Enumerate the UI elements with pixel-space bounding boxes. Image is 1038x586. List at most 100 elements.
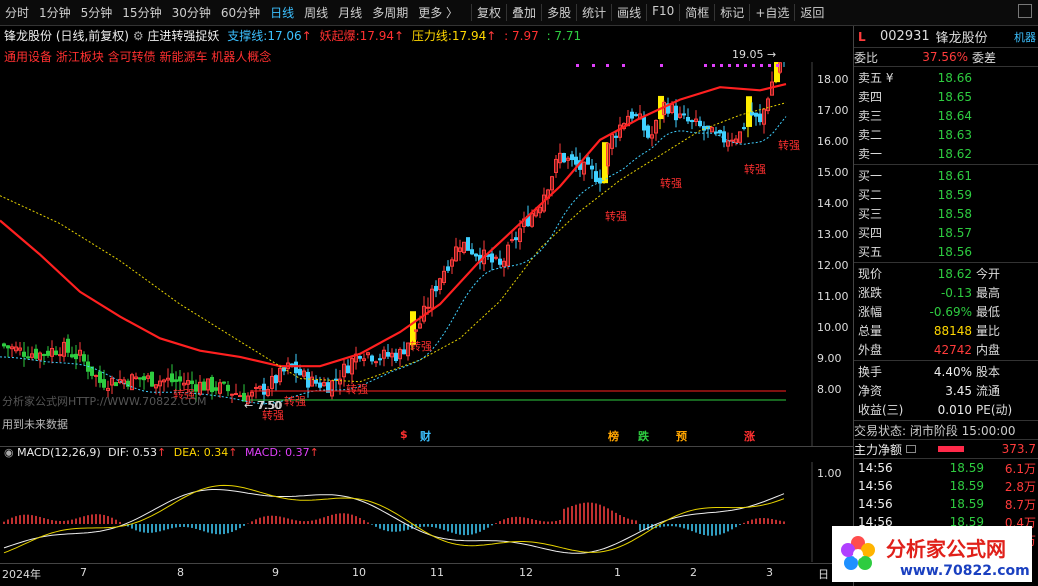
candle-body (418, 323, 422, 329)
candle-body (226, 384, 230, 392)
market-flag: L (858, 29, 866, 44)
candle-body (710, 127, 714, 133)
candle-body (730, 139, 734, 142)
ask-row[interactable]: 卖一 18.62 (858, 146, 972, 162)
corner-tag[interactable]: 机器 (1014, 30, 1036, 44)
tool-button-1[interactable]: 叠加 (506, 4, 541, 21)
candle-body (618, 124, 622, 138)
period-tab-2[interactable]: 5分钟 (80, 6, 113, 20)
event-marker[interactable]: 跌 (638, 430, 649, 443)
candle-body (742, 127, 746, 130)
candle-body (246, 395, 250, 404)
candle-body (682, 113, 686, 116)
ask-row[interactable]: 卖二 18.63 (858, 127, 972, 143)
price-tick: 10.00 (817, 321, 849, 334)
period-tab-4[interactable]: 30分钟 (171, 6, 211, 20)
signal-candle (410, 311, 416, 346)
candle-body (574, 156, 578, 165)
candle-body (506, 244, 510, 267)
macd-chart[interactable] (0, 462, 853, 562)
bid-row[interactable]: 买一 18.61 (858, 168, 972, 184)
indicator-name[interactable]: 庄进转强捉妖 (147, 29, 220, 43)
bid-row[interactable]: 买三 18.58 (858, 206, 972, 222)
capital-label: 主力净额 (854, 442, 903, 457)
candle-body (150, 371, 154, 387)
quote-header: L 002931 锋龙股份 机器 (854, 26, 1038, 48)
event-marker[interactable]: 涨 (744, 430, 755, 443)
period-tab-8[interactable]: 月线 (338, 6, 363, 20)
bid-row[interactable]: 买五 18.56 (858, 244, 972, 260)
candle-body (158, 380, 162, 387)
candle-body (754, 112, 758, 117)
candle-body (654, 119, 658, 134)
tool-button-9[interactable]: 返回 (794, 4, 829, 21)
stats2-value: 4.40% (933, 364, 972, 379)
candle-body (450, 259, 454, 267)
ask-price: 18.63 (937, 127, 972, 142)
tool-button-6[interactable]: 简框 (679, 4, 714, 21)
tool-button-5[interactable]: F10 (646, 4, 679, 21)
settings-icon[interactable]: ⚙ (132, 29, 144, 43)
price-tick: 13.00 (817, 228, 849, 241)
candle-body (234, 393, 238, 396)
tool-button-7[interactable]: 标记 (714, 4, 749, 21)
tool-button-0[interactable]: 复权 (471, 4, 506, 21)
candle-body (178, 376, 182, 382)
event-marker[interactable]: 财 (420, 430, 431, 443)
period-tab-9[interactable]: 多周期 (372, 6, 409, 20)
ask-row[interactable]: 卖三 18.64 (858, 108, 972, 124)
candle-body (222, 381, 226, 384)
signal-dot (736, 64, 739, 67)
maximize-icon[interactable] (1018, 4, 1032, 18)
period-tab-5[interactable]: 60分钟 (220, 6, 261, 20)
candle-body (18, 347, 22, 351)
candle-body (50, 347, 54, 357)
period-tab-6[interactable]: 日线 (270, 6, 295, 20)
order-ratio-row: 委比 37.56% 委差 (854, 48, 1038, 67)
tool-button-3[interactable]: 统计 (576, 4, 611, 21)
period-tab-3[interactable]: 15分钟 (122, 6, 162, 20)
period-tab-1[interactable]: 1分钟 (39, 6, 71, 20)
period-tab-0[interactable]: 分时 (5, 6, 30, 20)
tool-button-4[interactable]: 画线 (611, 4, 646, 21)
tool-button-2[interactable]: 多股 (541, 4, 576, 21)
macd-title[interactable]: MACD(12,26,9) (17, 446, 101, 459)
bid-row[interactable]: 买四 18.57 (858, 225, 972, 241)
signal-dot (760, 64, 763, 67)
candle-body (210, 376, 214, 393)
candle-body (82, 354, 86, 362)
capital-toggle-icon[interactable] (906, 445, 917, 453)
candle-body (514, 237, 518, 241)
ask-row[interactable]: 卖四 18.65 (858, 89, 972, 105)
signal-candle (746, 96, 752, 127)
tool-button-8[interactable]: +自选 (749, 4, 794, 21)
ask-book: 卖五 ¥18.66 卖四 18.65 卖三 18.64 卖二 18.63 卖一 18.62 (854, 67, 1038, 165)
event-marker[interactable]: $ (400, 428, 408, 441)
candle-body (510, 239, 514, 242)
extra-value-1: : 7.97 (504, 29, 539, 43)
ma-cyan-line (0, 116, 787, 405)
stats-row: 外盘 42742 内盘 (858, 342, 1001, 358)
period-tab-7[interactable]: 周线 (304, 6, 329, 20)
event-marker[interactable]: 榜 (608, 430, 619, 443)
candle-body (258, 385, 262, 389)
candle-body (678, 113, 682, 118)
time-tick: 2 (690, 566, 697, 579)
period-tab-10[interactable]: 更多 〉 (418, 6, 459, 20)
bid-row[interactable]: 买二 18.59 (858, 187, 972, 203)
event-marker[interactable]: 预 (676, 430, 687, 443)
ask-row[interactable]: 卖五 ¥18.66 (858, 70, 972, 86)
stock-code: 002931 (880, 29, 930, 44)
ask-price: 18.62 (937, 146, 972, 161)
candle-body (194, 384, 198, 392)
signal-dot (606, 64, 609, 67)
candle-body (494, 256, 498, 259)
candle-body (90, 366, 94, 376)
bid-price: 18.56 (937, 244, 972, 259)
candle-body (182, 382, 186, 386)
candle-body (298, 368, 302, 376)
time-tick: 12 (519, 566, 533, 579)
candle-body (282, 367, 286, 372)
price-tick: 16.00 (817, 135, 849, 148)
